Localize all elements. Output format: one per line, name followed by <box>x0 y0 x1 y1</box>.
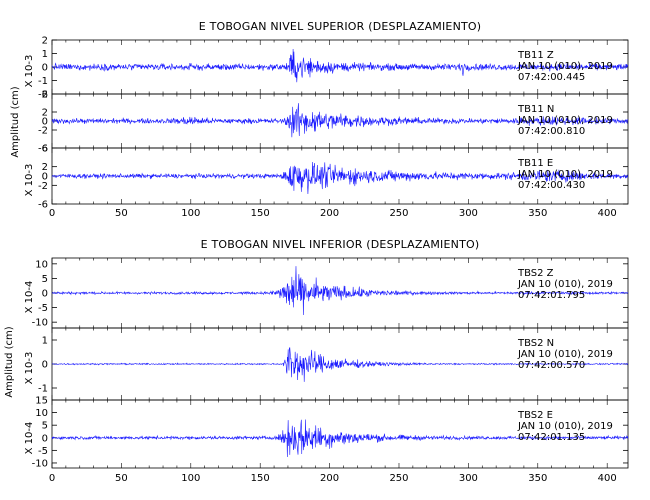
trace-start-time-label: 07:42:00.430 <box>518 180 585 191</box>
waveform-trace-tbs2-n <box>51 347 629 382</box>
panel-frame <box>51 399 629 469</box>
y-tick-label: -5 <box>38 303 48 314</box>
y-tick-label: 1 <box>42 336 48 347</box>
y-tick-label: 5 <box>42 421 48 432</box>
y-tick-label: 6 <box>42 90 48 101</box>
y-tick-label: -2 <box>38 126 48 137</box>
y-tick-label: 1 <box>42 49 48 60</box>
trace-start-time-label: 07:42:00.445 <box>518 72 585 83</box>
x-tick-label: 200 <box>320 473 339 484</box>
station-component-label: TBS2 Z <box>517 268 554 279</box>
x-tick-label: 400 <box>598 208 617 219</box>
x-tick-label: 250 <box>389 473 408 484</box>
x-tick-label: 400 <box>598 473 617 484</box>
amplitude-scale-label: X 10-3 <box>24 164 35 197</box>
y-tick-label: -1 <box>38 76 48 87</box>
y-tick-label: 0 <box>42 172 48 183</box>
chart-title: E TOBOGAN NIVEL INFERIOR (DESPLAZAMIENTO… <box>201 238 480 251</box>
y-tick-label: -6 <box>38 200 48 211</box>
x-tick-label: 350 <box>528 208 547 219</box>
amplitude-scale-label: X 10-4 <box>24 422 35 455</box>
chart-title: E TOBOGAN NIVEL SUPERIOR (DESPLAZAMIENTO… <box>199 20 482 33</box>
waveform-trace-tbs2-z <box>51 266 629 316</box>
station-component-label: TBS2 N <box>517 338 554 349</box>
y-tick-label: 2 <box>42 162 48 173</box>
trace-date-label: JAN 10 (010), 2019 <box>517 349 613 360</box>
trace-start-time-label: 07:42:01.135 <box>518 432 585 443</box>
x-tick-label: 100 <box>181 208 200 219</box>
x-tick-label: 0 <box>49 473 55 484</box>
trace-start-time-label: 07:42:00.570 <box>518 360 585 371</box>
trace-date-label: JAN 10 (010), 2019 <box>517 421 613 432</box>
trace-date-label: JAN 10 (010), 2019 <box>517 115 613 126</box>
y-axis-label: Amplitud (cm) <box>4 326 15 397</box>
y-axis-label: Amplitud (cm) <box>10 86 21 157</box>
waveform-trace-tb11-e <box>51 161 629 195</box>
x-tick-label: 0 <box>49 208 55 219</box>
y-tick-label: 2 <box>42 108 48 119</box>
y-tick-label: 0 <box>42 433 48 444</box>
x-tick-label: 150 <box>251 208 270 219</box>
y-tick-label: 0 <box>42 360 48 371</box>
y-tick-label: -6 <box>38 144 48 155</box>
station-component-label: TB11 Z <box>517 50 554 61</box>
amplitude-scale-label: X 10-3 <box>24 352 35 385</box>
station-component-label: TB11 E <box>517 158 553 169</box>
amplitude-scale-label: X 10-3 <box>24 55 35 88</box>
trace-date-label: JAN 10 (010), 2019 <box>517 279 613 290</box>
y-tick-label: -2 <box>38 181 48 192</box>
x-tick-label: 200 <box>320 208 339 219</box>
trace-date-label: JAN 10 (010), 2019 <box>517 61 613 72</box>
y-tick-label: 10 <box>35 259 48 270</box>
y-tick-label: 0 <box>42 117 48 128</box>
y-tick-label: 0 <box>42 289 48 300</box>
y-tick-label: 15 <box>35 396 48 407</box>
y-tick-label: -5 <box>38 446 48 457</box>
station-component-label: TBS2 E <box>517 410 553 421</box>
y-tick-label: 5 <box>42 274 48 285</box>
trace-date-label: JAN 10 (010), 2019 <box>517 169 613 180</box>
x-tick-label: 300 <box>459 473 478 484</box>
trace-start-time-label: 07:42:00.810 <box>518 126 585 137</box>
x-tick-label: 50 <box>115 208 128 219</box>
waveform-trace-tb11-z <box>51 48 629 83</box>
waveform-trace-tbs2-e <box>51 419 629 457</box>
x-tick-label: 250 <box>389 208 408 219</box>
y-tick-label: 10 <box>35 408 48 419</box>
y-tick-label: -10 <box>32 458 48 469</box>
x-tick-label: 350 <box>528 473 547 484</box>
x-tick-label: 150 <box>251 473 270 484</box>
y-tick-label: -2 <box>38 90 48 101</box>
x-tick-label: 300 <box>459 208 478 219</box>
y-tick-label: -1 <box>38 384 48 395</box>
trace-start-time-label: 07:42:01.795 <box>518 290 585 301</box>
y-tick-label: 0 <box>42 63 48 74</box>
station-component-label: TB11 N <box>517 104 554 115</box>
x-tick-label: 100 <box>181 473 200 484</box>
x-tick-label: 50 <box>115 473 128 484</box>
y-tick-label: -10 <box>32 318 48 329</box>
waveform-trace-tb11-n <box>51 103 629 138</box>
y-tick-label: 2 <box>42 36 48 47</box>
amplitude-scale-label: X 10-4 <box>24 281 35 314</box>
y-tick-label: 6 <box>42 144 48 155</box>
